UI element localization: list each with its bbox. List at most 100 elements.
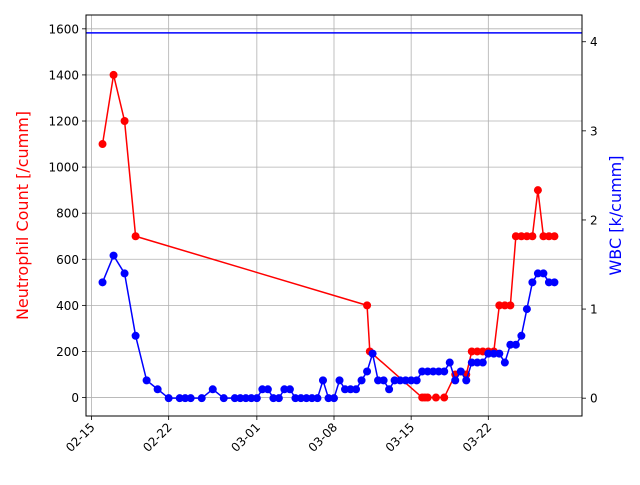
data-point [445, 358, 454, 367]
data-point [390, 376, 399, 385]
data-point [484, 349, 493, 358]
data-point [302, 394, 311, 403]
data-point [412, 376, 421, 385]
data-point [230, 394, 239, 403]
data-point [241, 394, 250, 403]
data-point [368, 349, 377, 358]
data-point [352, 385, 361, 394]
data-point [258, 385, 267, 394]
data-point [423, 367, 432, 376]
data-point [252, 394, 261, 403]
data-point [142, 376, 151, 385]
data-point [335, 376, 344, 385]
y-tick-label: 600 [56, 253, 79, 267]
data-point [153, 385, 162, 394]
data-point [511, 340, 520, 349]
data-point [131, 331, 140, 340]
data-point [175, 394, 184, 403]
data-point [467, 347, 476, 356]
y2-tick-label: 4 [590, 35, 598, 49]
data-point [451, 376, 460, 385]
data-point [346, 385, 355, 394]
y-tick-label: 400 [56, 299, 79, 313]
data-point [495, 301, 504, 310]
data-point [522, 305, 531, 314]
data-point [489, 349, 498, 358]
data-point [528, 278, 537, 287]
data-point [478, 358, 487, 367]
y-axis-label-left: Neutrophil Count [/cumm] [13, 111, 32, 320]
data-point [440, 367, 449, 376]
grid-lines [86, 15, 582, 416]
data-point [544, 232, 553, 241]
data-point [330, 394, 338, 403]
data-point [462, 376, 471, 385]
data-point [307, 394, 316, 403]
data-point [473, 347, 482, 356]
data-point [550, 232, 559, 241]
data-point [495, 349, 504, 358]
data-point [511, 232, 520, 241]
data-point [313, 394, 322, 403]
y-axis-label-right: WBC [k/cumm] [606, 155, 625, 275]
data-point [506, 340, 515, 349]
data-point [197, 394, 206, 403]
data-point [131, 232, 140, 241]
data-point [539, 269, 548, 278]
y-tick-label: 800 [56, 207, 79, 221]
data-point [423, 393, 432, 402]
data-point [363, 301, 372, 310]
data-point [341, 385, 350, 394]
data-point [247, 394, 256, 403]
data-point [533, 186, 542, 195]
y-axis-right: 0 1 2 3 4 [582, 35, 598, 406]
y2-tick-label: 2 [590, 213, 598, 227]
data-point [500, 301, 509, 310]
y-tick-label: 1200 [48, 115, 79, 129]
data-point [517, 331, 526, 340]
data-point [429, 367, 438, 376]
y-tick-label: 200 [56, 345, 79, 359]
y2-tick-label: 0 [590, 392, 598, 406]
data-point [120, 269, 129, 278]
y2-tick-label: 3 [590, 124, 598, 138]
data-point [363, 367, 372, 376]
data-point [379, 376, 388, 385]
data-point [500, 358, 509, 367]
data-point [434, 367, 443, 376]
data-point [291, 394, 300, 403]
data-point [186, 394, 195, 403]
y-tick-label: 1400 [48, 68, 79, 82]
data-point [164, 394, 173, 403]
data-point [539, 232, 548, 241]
data-point [401, 376, 410, 385]
data-point [280, 385, 289, 394]
series-wbc [98, 251, 559, 403]
data-point [418, 367, 427, 376]
data-point [550, 278, 559, 287]
data-point [181, 394, 190, 403]
data-point [269, 394, 278, 403]
data-point [528, 232, 537, 241]
data-point [506, 301, 515, 310]
data-point [440, 393, 449, 402]
data-point [318, 376, 327, 385]
data-point [274, 394, 283, 403]
data-point [208, 385, 217, 394]
data-point [533, 269, 542, 278]
series-group [98, 70, 559, 403]
data-point [285, 385, 294, 394]
data-point [544, 278, 553, 287]
data-point [357, 376, 366, 385]
data-point [431, 393, 440, 402]
data-point [517, 232, 526, 241]
data-point [98, 278, 107, 287]
data-point [385, 385, 394, 394]
data-point [219, 394, 228, 403]
y2-tick-label: 1 [590, 303, 598, 317]
data-point [374, 376, 383, 385]
y-tick-label: 0 [71, 391, 79, 405]
data-point [473, 358, 482, 367]
